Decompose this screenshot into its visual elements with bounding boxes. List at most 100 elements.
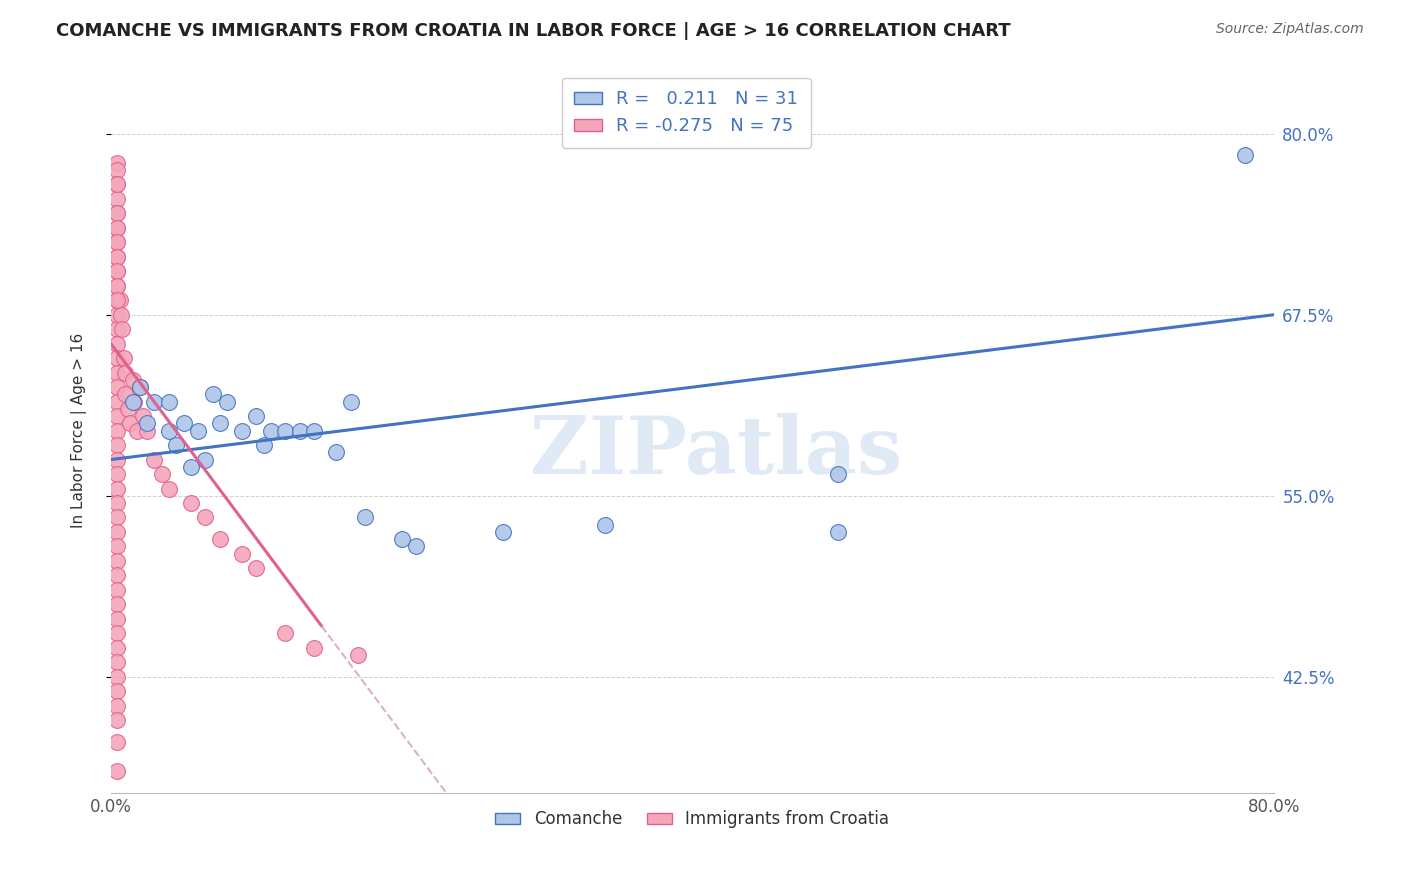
Point	[231, 547, 253, 561]
Point	[105, 178, 128, 192]
Point	[105, 264, 128, 278]
Point	[105, 684, 128, 698]
Point	[105, 380, 128, 394]
Point	[208, 532, 231, 546]
Point	[105, 278, 128, 293]
Point	[354, 510, 377, 524]
Point	[105, 670, 128, 684]
Point	[405, 540, 427, 554]
Point	[136, 424, 159, 438]
Point	[105, 278, 128, 293]
Point	[391, 532, 413, 546]
Point	[105, 598, 128, 612]
Point	[105, 322, 128, 336]
Point	[274, 626, 297, 640]
Point	[118, 417, 141, 431]
Point	[325, 445, 347, 459]
Point	[105, 612, 128, 626]
Point	[304, 640, 326, 655]
Point	[105, 235, 128, 250]
Point	[339, 394, 361, 409]
Point	[347, 648, 370, 662]
Point	[105, 626, 128, 640]
Point	[105, 764, 128, 778]
Point	[252, 438, 274, 452]
Point	[105, 351, 128, 366]
Point	[105, 568, 128, 582]
Point	[288, 424, 311, 438]
Point	[122, 394, 145, 409]
Point	[105, 250, 128, 264]
Point	[105, 438, 128, 452]
Point	[194, 452, 217, 467]
Point	[304, 424, 326, 438]
Point	[187, 424, 209, 438]
Point	[105, 162, 128, 177]
Point	[105, 510, 128, 524]
Point	[105, 206, 128, 220]
Point	[136, 417, 159, 431]
Point	[114, 387, 136, 401]
Y-axis label: In Labor Force | Age > 16: In Labor Force | Age > 16	[72, 333, 87, 528]
Point	[143, 394, 166, 409]
Point	[593, 517, 616, 532]
Point	[105, 220, 128, 235]
Point	[121, 373, 143, 387]
Text: ZIPatlas: ZIPatlas	[530, 413, 901, 491]
Point	[121, 394, 143, 409]
Point	[105, 554, 128, 568]
Point	[129, 380, 152, 394]
Text: COMANCHE VS IMMIGRANTS FROM CROATIA IN LABOR FORCE | AGE > 16 CORRELATION CHART: COMANCHE VS IMMIGRANTS FROM CROATIA IN L…	[56, 22, 1011, 40]
Point	[105, 713, 128, 727]
Point	[231, 424, 253, 438]
Point	[132, 409, 155, 423]
Point	[105, 640, 128, 655]
Point	[150, 467, 173, 481]
Point	[827, 524, 849, 539]
Point	[827, 467, 849, 481]
Point	[112, 351, 135, 366]
Point	[114, 366, 136, 380]
Point	[105, 235, 128, 250]
Point	[105, 452, 128, 467]
Point	[157, 394, 180, 409]
Point	[105, 482, 128, 496]
Point	[105, 250, 128, 264]
Point	[105, 409, 128, 423]
Text: Source: ZipAtlas.com: Source: ZipAtlas.com	[1216, 22, 1364, 37]
Point	[105, 308, 128, 322]
Point	[217, 394, 239, 409]
Point	[105, 582, 128, 597]
Point	[245, 561, 267, 575]
Legend: Comanche, Immigrants from Croatia: Comanche, Immigrants from Croatia	[489, 804, 896, 835]
Point	[274, 424, 297, 438]
Point	[1233, 148, 1256, 162]
Point	[194, 510, 217, 524]
Point	[245, 409, 267, 423]
Point	[105, 366, 128, 380]
Point	[105, 424, 128, 438]
Point	[105, 155, 128, 169]
Point	[105, 496, 128, 510]
Point	[105, 336, 128, 351]
Point	[105, 178, 128, 192]
Point	[105, 206, 128, 220]
Point	[129, 380, 152, 394]
Point	[117, 401, 139, 416]
Point	[492, 524, 515, 539]
Point	[105, 540, 128, 554]
Point	[105, 293, 128, 308]
Point	[165, 438, 187, 452]
Point	[110, 308, 132, 322]
Point	[157, 424, 180, 438]
Point	[105, 220, 128, 235]
Point	[105, 735, 128, 749]
Point	[111, 322, 134, 336]
Point	[260, 424, 283, 438]
Point	[105, 394, 128, 409]
Point	[105, 524, 128, 539]
Point	[208, 417, 231, 431]
Point	[105, 467, 128, 481]
Point	[143, 452, 166, 467]
Point	[157, 482, 180, 496]
